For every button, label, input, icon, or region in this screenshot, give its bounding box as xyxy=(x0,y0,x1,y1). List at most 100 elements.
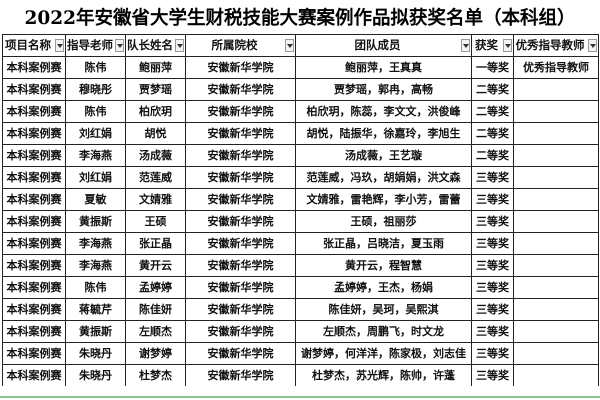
cell-team-members[interactable]: 汤成薇，王艺璇 xyxy=(295,144,472,167)
cell-school[interactable]: 安徽新华学院 xyxy=(185,122,296,145)
cell-team-members[interactable]: 孟婷婷，王杰，杨娟 xyxy=(295,276,472,299)
cell-school[interactable]: 安徽新华学院 xyxy=(185,342,296,365)
header-award[interactable]: 获奖 xyxy=(471,34,514,57)
cell-captain-name[interactable]: 贾梦瑶 xyxy=(125,78,186,101)
cell-award[interactable]: 三等奖 xyxy=(471,276,514,299)
filter-dropdown-icon[interactable] xyxy=(503,39,512,52)
cell-captain-name[interactable]: 鲍丽萍 xyxy=(125,56,186,79)
cell-team-members[interactable]: 谢梦婷，何洋洋，陈家极，刘志佳 xyxy=(295,342,472,365)
cell-school[interactable]: 安徽新华学院 xyxy=(185,364,296,386)
header-captain-name[interactable]: 队长姓名 xyxy=(125,34,186,57)
cell-school[interactable]: 安徽新华学院 xyxy=(185,210,296,233)
cell-school[interactable]: 安徽新华学院 xyxy=(185,166,296,189)
filter-dropdown-icon[interactable] xyxy=(461,39,470,52)
cell-advisor[interactable]: 穆晓彤 xyxy=(65,78,126,101)
cell-team-members[interactable]: 范莲威，冯玖，胡娟娟，洪文森 xyxy=(295,166,472,189)
cell-advisor[interactable]: 陈伟 xyxy=(65,100,126,123)
cell-award[interactable]: 三等奖 xyxy=(471,166,514,189)
cell-school[interactable]: 安徽新华学院 xyxy=(185,100,296,123)
cell-excellent-advisor[interactable] xyxy=(513,276,599,299)
header-excellent-advisor[interactable]: 优秀指导教师 xyxy=(513,34,599,57)
cell-advisor[interactable]: 朱晓丹 xyxy=(65,342,126,365)
cell-project-name[interactable]: 本科案例赛 xyxy=(2,254,66,277)
cell-school[interactable]: 安徽新华学院 xyxy=(185,276,296,299)
cell-team-members[interactable]: 张正晶，吕晓洁，夏玉雨 xyxy=(295,232,472,255)
cell-school[interactable]: 安徽新华学院 xyxy=(185,232,296,255)
cell-award[interactable]: 三等奖 xyxy=(471,320,514,343)
cell-team-members[interactable]: 鲍丽萍，王真真 xyxy=(295,56,472,79)
cell-project-name[interactable]: 本科案例赛 xyxy=(2,276,66,299)
cell-award[interactable]: 三等奖 xyxy=(471,210,514,233)
cell-school[interactable]: 安徽新华学院 xyxy=(185,188,296,211)
cell-excellent-advisor[interactable] xyxy=(513,320,599,343)
cell-captain-name[interactable]: 文婧雅 xyxy=(125,188,186,211)
cell-advisor[interactable]: 黄振斯 xyxy=(65,320,126,343)
cell-school[interactable]: 安徽新华学院 xyxy=(185,298,296,321)
cell-excellent-advisor[interactable] xyxy=(513,166,599,189)
cell-advisor[interactable]: 夏敏 xyxy=(65,188,126,211)
cell-project-name[interactable]: 本科案例赛 xyxy=(2,298,66,321)
cell-award[interactable]: 三等奖 xyxy=(471,298,514,321)
cell-project-name[interactable]: 本科案例赛 xyxy=(2,166,66,189)
cell-project-name[interactable]: 本科案例赛 xyxy=(2,144,66,167)
cell-project-name[interactable]: 本科案例赛 xyxy=(2,364,66,386)
cell-captain-name[interactable]: 左顺杰 xyxy=(125,320,186,343)
cell-team-members[interactable]: 贾梦瑶，郭冉，高畅 xyxy=(295,78,472,101)
cell-advisor[interactable]: 陈伟 xyxy=(65,56,126,79)
cell-excellent-advisor[interactable] xyxy=(513,122,599,145)
cell-school[interactable]: 安徽新华学院 xyxy=(185,78,296,101)
cell-award[interactable]: 三等奖 xyxy=(471,254,514,277)
cell-captain-name[interactable]: 柏欣玥 xyxy=(125,100,186,123)
cell-project-name[interactable]: 本科案例赛 xyxy=(2,100,66,123)
cell-project-name[interactable]: 本科案例赛 xyxy=(2,122,66,145)
cell-award[interactable]: 二等奖 xyxy=(471,100,514,123)
cell-captain-name[interactable]: 张正晶 xyxy=(125,232,186,255)
cell-project-name[interactable]: 本科案例赛 xyxy=(2,56,66,79)
cell-advisor[interactable]: 刘红娟 xyxy=(65,122,126,145)
cell-school[interactable]: 安徽新华学院 xyxy=(185,144,296,167)
filter-dropdown-icon[interactable] xyxy=(55,39,64,52)
cell-captain-name[interactable]: 孟婷婷 xyxy=(125,276,186,299)
header-advisor[interactable]: 指导老师 xyxy=(65,34,126,57)
cell-captain-name[interactable]: 黄开云 xyxy=(125,254,186,277)
cell-project-name[interactable]: 本科案例赛 xyxy=(2,232,66,255)
cell-award[interactable]: 三等奖 xyxy=(471,364,514,386)
cell-team-members[interactable]: 杜梦杰，苏光辉，陈帅，许蓬 xyxy=(295,364,472,386)
cell-project-name[interactable]: 本科案例赛 xyxy=(2,188,66,211)
cell-excellent-advisor[interactable] xyxy=(513,188,599,211)
cell-award[interactable]: 一等奖 xyxy=(471,56,514,79)
cell-team-members[interactable]: 左顺杰，周鹏飞，时文龙 xyxy=(295,320,472,343)
cell-excellent-advisor[interactable]: 优秀指导教师 xyxy=(513,56,599,79)
cell-captain-name[interactable]: 陈佳妍 xyxy=(125,298,186,321)
cell-captain-name[interactable]: 杜梦杰 xyxy=(125,364,186,386)
cell-excellent-advisor[interactable] xyxy=(513,254,599,277)
cell-captain-name[interactable]: 汤成薇 xyxy=(125,144,186,167)
cell-advisor[interactable]: 朱晓丹 xyxy=(65,364,126,386)
cell-award[interactable]: 三等奖 xyxy=(471,342,514,365)
cell-team-members[interactable]: 黄开云，程智慧 xyxy=(295,254,472,277)
cell-excellent-advisor[interactable] xyxy=(513,100,599,123)
cell-excellent-advisor[interactable] xyxy=(513,342,599,365)
cell-advisor[interactable]: 刘红娟 xyxy=(65,166,126,189)
cell-excellent-advisor[interactable] xyxy=(513,298,599,321)
cell-team-members[interactable]: 文婧雅，雷艳辉，李小芳，雷蕾 xyxy=(295,188,472,211)
cell-team-members[interactable]: 柏欣玥，陈蕊，李文文，洪俊峰 xyxy=(295,100,472,123)
filter-dropdown-icon[interactable] xyxy=(115,39,124,52)
cell-advisor[interactable]: 陈伟 xyxy=(65,276,126,299)
cell-excellent-advisor[interactable] xyxy=(513,364,599,386)
cell-excellent-advisor[interactable] xyxy=(513,210,599,233)
cell-school[interactable]: 安徽新华学院 xyxy=(185,56,296,79)
cell-award[interactable]: 二等奖 xyxy=(471,122,514,145)
cell-project-name[interactable]: 本科案例赛 xyxy=(2,320,66,343)
filter-dropdown-icon[interactable] xyxy=(175,39,184,52)
cell-school[interactable]: 安徽新华学院 xyxy=(185,320,296,343)
cell-advisor[interactable]: 黄振斯 xyxy=(65,210,126,233)
cell-team-members[interactable]: 王硕，祖丽莎 xyxy=(295,210,472,233)
cell-excellent-advisor[interactable] xyxy=(513,78,599,101)
header-project-name[interactable]: 项目名称 xyxy=(2,34,66,57)
header-school[interactable]: 所属院校 xyxy=(185,34,296,57)
cell-project-name[interactable]: 本科案例赛 xyxy=(2,342,66,365)
cell-award[interactable]: 三等奖 xyxy=(471,188,514,211)
cell-excellent-advisor[interactable] xyxy=(513,144,599,167)
cell-captain-name[interactable]: 王硕 xyxy=(125,210,186,233)
